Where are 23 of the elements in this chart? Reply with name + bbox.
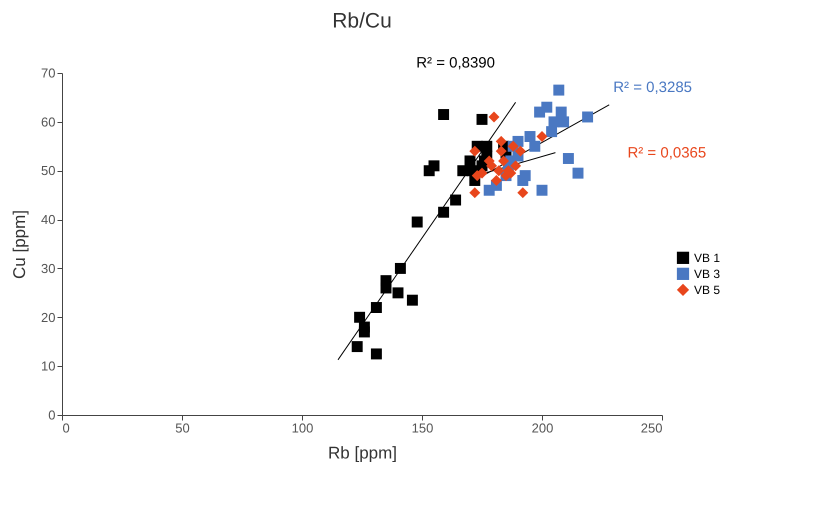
y-tick-label: 30 [41, 260, 56, 276]
legend-label: VB 1 [694, 250, 720, 265]
annotation: R² = 0,0365 [627, 144, 706, 162]
legend-label: VB 5 [694, 282, 720, 297]
y-tick-label: 50 [41, 163, 56, 178]
x-tick-label: 150 [412, 420, 434, 436]
text: R² = 0,8390 [416, 54, 496, 72]
chart-title: Rb/Cu [332, 9, 392, 32]
x-axis-title: Rb [ppm] [328, 444, 397, 462]
y-tick-label: 70 [41, 66, 56, 80]
y-axis-title: Cu [ppm] [10, 210, 30, 279]
x-tick-label: 50 [175, 420, 190, 436]
legend-label: VB 3 [694, 266, 720, 281]
y-tick-label: 0 [48, 408, 56, 422]
y-tick-label: 40 [41, 212, 56, 228]
y-tick-label: 10 [41, 358, 56, 374]
x-tick-label: 200 [532, 420, 554, 436]
y-tick-label: 60 [41, 114, 56, 130]
x-tick-label: 0 [62, 420, 70, 436]
x-tick-label: 100 [292, 420, 314, 436]
annotation: R² = 0,3285 [613, 78, 692, 96]
y-tick-label: 20 [41, 310, 56, 325]
x-tick-label: 250 [640, 420, 662, 436]
